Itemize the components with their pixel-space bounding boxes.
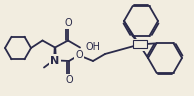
Text: O: O [65, 75, 73, 85]
Text: O: O [64, 19, 72, 29]
Text: OH: OH [86, 43, 101, 53]
Polygon shape [53, 48, 57, 60]
Text: 9s: 9s [135, 40, 144, 49]
Text: 9s: 9s [135, 41, 144, 50]
FancyBboxPatch shape [133, 41, 146, 48]
Text: O: O [75, 50, 83, 60]
Text: N: N [50, 55, 60, 65]
